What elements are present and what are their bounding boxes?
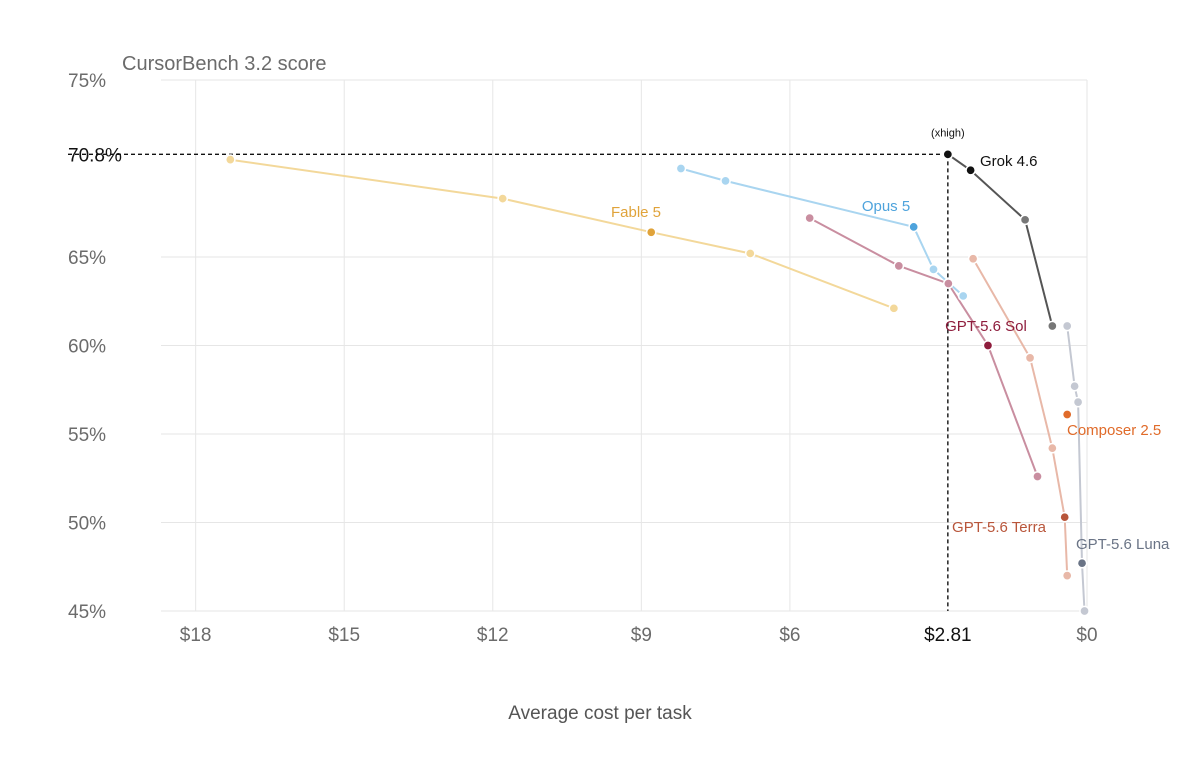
series-line-fable-5 — [230, 158, 895, 310]
x-tick-label: $18 — [180, 625, 212, 646]
y-tick-label: 70.8% — [68, 145, 122, 166]
y-axis-ticks: 75% 65% 60% 55% 50% 45% 70.8% — [68, 71, 122, 623]
grid-lines — [161, 79, 1088, 612]
series-label-gpt-5-6-terra: GPT-5.6 Terra — [952, 519, 1047, 536]
point-gpt-5-6-luna — [1069, 380, 1080, 392]
point-fable-5 — [497, 193, 509, 204]
y-tick-label: 75% — [68, 71, 106, 92]
x-tick-label: $6 — [779, 625, 800, 646]
point-gpt-5-6-luna — [1072, 396, 1084, 408]
y-tick-label: 55% — [68, 425, 106, 446]
x-tick-label: $15 — [328, 625, 360, 646]
point-fable-5 — [744, 248, 756, 259]
point-gpt-5-6-terra — [1046, 442, 1058, 454]
points-group — [224, 148, 1090, 617]
series-label-grok-4-6: Grok 4.6 — [980, 153, 1038, 170]
reference-annotation: (xhigh) — [931, 127, 965, 139]
x-tick-label: $9 — [631, 625, 652, 646]
point-gpt-5-6-sol — [893, 260, 905, 272]
point-gpt-5-6-sol — [1032, 471, 1043, 482]
y-tick-label: 50% — [68, 514, 106, 535]
point-grok-4-6 — [1019, 214, 1031, 226]
point-fable-5 — [224, 154, 236, 165]
y-tick-label: 45% — [68, 602, 106, 623]
point-gpt-5-6-luna — [1061, 320, 1073, 332]
point-gpt-5-6-terra — [1024, 352, 1036, 364]
point-opus-5 — [720, 175, 731, 187]
point-opus-5 — [928, 264, 939, 275]
point-gpt-5-6-sol — [942, 278, 954, 289]
x-tick-label: $0 — [1076, 625, 1097, 646]
series-label-opus-5: Opus 5 — [862, 198, 910, 215]
point-gpt-5-6-terra — [1059, 511, 1071, 523]
point-fable-5 — [645, 226, 657, 238]
point-gpt-5-6-terra — [967, 253, 979, 265]
point-gpt-5-6-luna — [1076, 557, 1088, 569]
point-opus-5 — [675, 163, 687, 174]
series-line-grok-4-6 — [947, 153, 1054, 327]
x-axis-label: Average cost per task — [508, 703, 692, 724]
point-composer-2-5 — [1061, 409, 1073, 420]
point-grok-4-6 — [942, 148, 954, 160]
x-tick-label: $2.81 — [924, 625, 972, 646]
series-label-fable-5: Fable 5 — [611, 204, 661, 221]
reference-lines — [68, 153, 949, 611]
x-tick-label: $12 — [477, 625, 509, 646]
point-gpt-5-6-sol — [804, 212, 816, 224]
x-axis-ticks: $18 $15 $12 $9 $6 $2.81 $0 — [180, 625, 1098, 646]
series-label-composer-2-5: Composer 2.5 — [1067, 422, 1161, 439]
point-gpt-5-6-sol — [982, 340, 994, 351]
y-tick-label: 65% — [68, 248, 106, 269]
y-tick-label: 60% — [68, 337, 106, 358]
series-line-opus-5 — [680, 167, 964, 297]
point-gpt-5-6-terra — [1061, 570, 1073, 581]
series-label-gpt-5-6-luna: GPT-5.6 Luna — [1076, 536, 1170, 553]
point-gpt-5-6-luna — [1079, 605, 1090, 617]
point-opus-5 — [957, 290, 969, 302]
point-opus-5 — [908, 221, 920, 233]
series-label-gpt-5-6-sol: GPT-5.6 Sol — [945, 318, 1027, 335]
point-grok-4-6 — [965, 164, 976, 176]
series-group — [230, 153, 1086, 612]
point-fable-5 — [888, 302, 900, 314]
y-axis-label: CursorBench 3.2 score — [122, 53, 327, 75]
labels-group: (xhigh) Fable 5 Opus 5 GPT-5.6 Sol Grok 4.6 G… — [611, 127, 1170, 553]
point-grok-4-6 — [1046, 320, 1058, 332]
